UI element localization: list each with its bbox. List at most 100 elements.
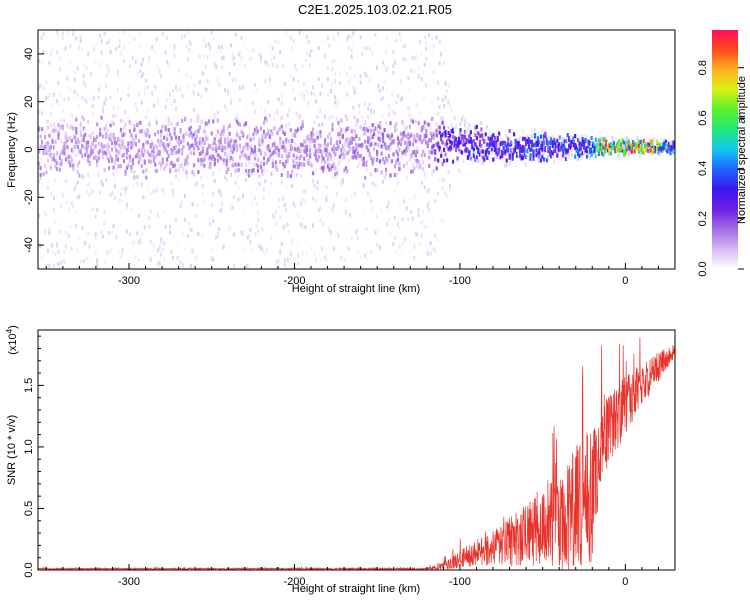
heatmap-cell bbox=[332, 203, 335, 208]
y-tick-label: -20 bbox=[23, 189, 35, 205]
heatmap-cell bbox=[548, 150, 551, 155]
heatmap-cell bbox=[329, 166, 333, 171]
heatmap-cell bbox=[644, 144, 647, 149]
heatmap-cell bbox=[67, 97, 70, 101]
heatmap-cell bbox=[270, 235, 273, 240]
heatmap-cell bbox=[331, 127, 334, 132]
heatmap-cell bbox=[329, 133, 332, 138]
heatmap-cell bbox=[603, 149, 607, 154]
heatmap-cell bbox=[383, 63, 386, 68]
heatmap-cell bbox=[504, 149, 507, 154]
heatmap-cell bbox=[469, 130, 472, 135]
heatmap-cell bbox=[486, 135, 489, 140]
heatmap-cell bbox=[379, 120, 382, 125]
heatmap-cell bbox=[574, 136, 577, 141]
heatmap-cell bbox=[364, 131, 367, 136]
heatmap-cell bbox=[395, 100, 398, 105]
heatmap-cell bbox=[331, 114, 334, 119]
heatmap-cell bbox=[172, 149, 175, 153]
heatmap-cell bbox=[44, 130, 46, 135]
heatmap-cell bbox=[136, 175, 139, 179]
heatmap-cell bbox=[87, 154, 90, 159]
heatmap-cell bbox=[249, 57, 252, 61]
heatmap-cell bbox=[376, 152, 379, 157]
heatmap-cell bbox=[304, 58, 307, 63]
heatmap-cell bbox=[130, 133, 133, 138]
heatmap-cell bbox=[648, 142, 651, 147]
heatmap-cell bbox=[163, 256, 166, 261]
heatmap-cell bbox=[639, 147, 642, 152]
heatmap-cell bbox=[79, 150, 82, 155]
heatmap-cell bbox=[408, 124, 411, 129]
heatmap-cell bbox=[163, 142, 166, 147]
heatmap-cell bbox=[392, 242, 395, 247]
heatmap-cell bbox=[353, 137, 356, 142]
colorbar-gradient bbox=[712, 30, 738, 269]
heatmap-cell bbox=[60, 118, 63, 122]
heatmap-cell bbox=[614, 148, 617, 153]
heatmap-cell bbox=[411, 153, 414, 158]
heatmap-cell bbox=[432, 168, 435, 173]
heatmap-cell bbox=[422, 167, 425, 172]
heatmap-cell bbox=[337, 100, 340, 105]
heatmap-cell bbox=[178, 156, 180, 161]
heatmap-cell bbox=[265, 252, 268, 257]
heatmap-cell bbox=[312, 148, 314, 153]
heatmap-cell bbox=[322, 38, 325, 43]
heatmap-cell bbox=[581, 153, 584, 158]
heatmap-cell bbox=[376, 154, 378, 159]
heatmap-cell bbox=[188, 133, 191, 138]
heatmap-cell bbox=[127, 86, 130, 91]
heatmap-cell bbox=[481, 161, 484, 166]
heatmap-cell bbox=[173, 53, 176, 58]
heatmap-cell bbox=[353, 149, 356, 154]
heatmap-cell bbox=[239, 51, 241, 56]
heatmap-cell bbox=[178, 148, 181, 153]
heatmap-cell bbox=[422, 71, 425, 76]
heatmap-cell bbox=[91, 111, 94, 116]
heatmap-cell bbox=[627, 152, 630, 157]
heatmap-cell bbox=[356, 144, 359, 149]
heatmap-cell bbox=[94, 59, 97, 64]
heatmap-cell bbox=[113, 151, 116, 156]
heatmap-cell bbox=[446, 194, 448, 199]
heatmap-cell bbox=[371, 123, 374, 128]
heatmap-cell bbox=[295, 148, 298, 152]
heatmap-cell bbox=[213, 115, 216, 120]
heatmap-cell bbox=[224, 88, 227, 93]
heatmap-cell bbox=[96, 122, 99, 127]
heatmap-cell bbox=[253, 128, 257, 132]
heatmap-cell bbox=[139, 31, 142, 36]
heatmap-cell bbox=[431, 100, 434, 105]
heatmap-cell bbox=[364, 175, 367, 180]
heatmap-cell bbox=[96, 208, 99, 213]
heatmap-cell bbox=[125, 165, 129, 170]
heatmap-cell bbox=[175, 85, 177, 89]
heatmap-cell bbox=[462, 136, 465, 141]
heatmap-cell bbox=[416, 53, 419, 58]
heatmap-cell bbox=[285, 153, 288, 158]
heatmap-cell bbox=[389, 142, 392, 147]
heatmap-cell bbox=[527, 137, 531, 141]
heatmap-cell bbox=[307, 92, 310, 97]
heatmap-cell bbox=[151, 152, 154, 157]
heatmap-cell bbox=[386, 133, 389, 138]
heatmap-cell bbox=[212, 146, 215, 151]
heatmap-cell bbox=[124, 110, 127, 115]
heatmap-cell bbox=[618, 148, 621, 153]
heatmap-cell bbox=[175, 135, 178, 140]
heatmap-cell bbox=[69, 86, 72, 91]
heatmap-cell bbox=[164, 105, 167, 109]
heatmap-cell bbox=[185, 116, 188, 121]
heatmap-cell bbox=[209, 155, 212, 160]
heatmap-cell bbox=[291, 133, 294, 138]
heatmap-cell bbox=[42, 172, 45, 177]
heatmap-cell bbox=[508, 142, 511, 147]
heatmap-cell bbox=[306, 135, 309, 140]
heatmap-cell bbox=[161, 124, 164, 129]
heatmap-cell bbox=[49, 154, 53, 159]
heatmap-cell bbox=[295, 173, 298, 178]
heatmap-cell bbox=[210, 153, 213, 158]
heatmap-cell bbox=[663, 141, 666, 146]
heatmap-cell bbox=[444, 133, 447, 138]
